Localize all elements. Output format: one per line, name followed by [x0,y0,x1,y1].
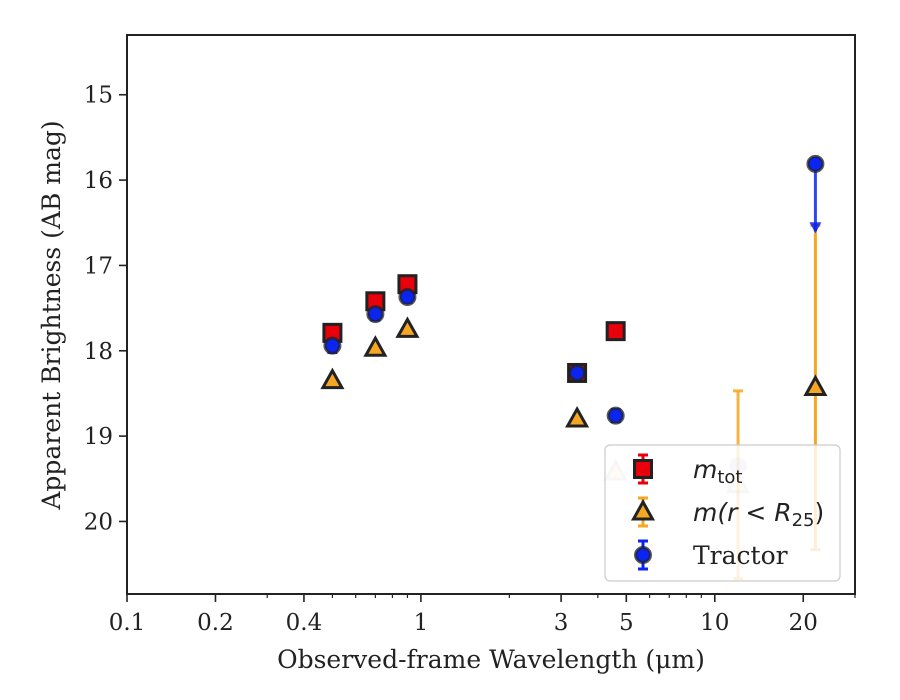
x-axis-ticks: 0.1 0.2 0.4 1 3 5 10 20 [109,594,856,636]
mr25-point [803,374,828,396]
legend-marker-triangle [630,498,656,521]
y-tick-label: 15 [84,83,113,109]
tractor-point [568,363,587,382]
x-tick-label: 1 [414,610,429,636]
y-tick-label: 18 [84,339,113,365]
mr25-point [395,316,420,338]
tractor-point [323,336,342,355]
x-tick-label: 0.1 [109,610,146,636]
legend-marker-square [633,459,653,479]
x-tick-label: 3 [554,610,569,636]
x-axis-label: Observed-frame Wavelength (μm) [277,645,705,674]
mr25-point [320,367,345,390]
legend: mtot m(r < R25) Tractor [604,444,841,582]
legend-label-mtot: mtot [693,455,743,488]
mr25-point [565,405,590,428]
marker-layer [320,154,828,494]
x-tick-label: 0.2 [197,610,234,636]
x-tick-label: 5 [619,610,634,636]
legend-label-mr25: m(r < R25) [693,498,824,531]
legend-marker-circle [634,546,652,564]
x-tick-label: 0.4 [286,610,323,636]
legend-box [604,444,841,582]
tractor-point [398,288,417,307]
x-tick-label: 20 [789,610,818,636]
y-tick-label: 20 [84,509,113,535]
tractor-point [366,305,385,324]
y-tick-label: 19 [84,424,113,450]
y-tick-label: 17 [84,253,113,279]
tractor-point [606,406,625,425]
legend-label-tractor: Tractor [693,541,788,570]
y-tick-label: 16 [84,168,113,194]
x-tick-label: 10 [700,610,729,636]
tractor-limit-arrow [809,222,822,234]
plot-frame [126,34,856,595]
tractor-point [806,154,825,173]
y-axis-ticks: 15 16 17 18 19 20 [84,83,127,535]
y-axis-label: Apparent Brightness (AB mag) [37,120,66,510]
mr25-point [363,335,388,357]
mtot-point [605,321,626,342]
